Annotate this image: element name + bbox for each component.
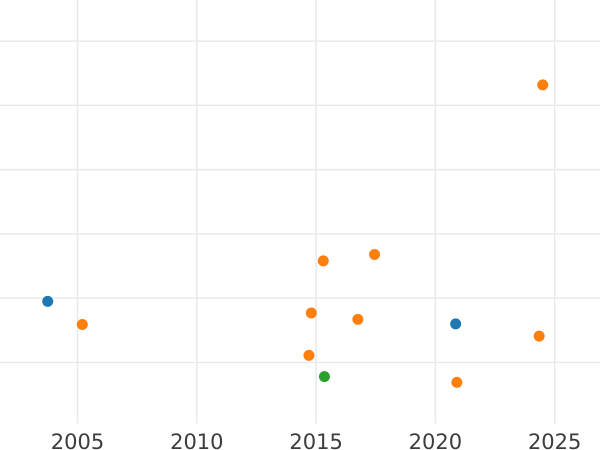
- orange-series-point: [352, 313, 364, 325]
- blue-series-point: [450, 318, 462, 330]
- orange-series-point: [451, 376, 463, 388]
- orange-series-point: [76, 319, 88, 331]
- blue-series-point: [42, 295, 54, 307]
- orange-series-point: [305, 307, 317, 319]
- x-tick-label: 2025: [528, 430, 581, 450]
- orange-series-point: [369, 248, 381, 260]
- x-tick-label: 2005: [51, 430, 104, 450]
- orange-series-point: [533, 330, 545, 342]
- x-tick-label: 2015: [289, 430, 342, 450]
- orange-series-point: [303, 349, 315, 361]
- x-tick-label: 2020: [409, 430, 462, 450]
- orange-series-point: [317, 255, 329, 267]
- green-series-point: [318, 371, 330, 383]
- orange-series-point: [537, 79, 549, 91]
- x-tick-label: 2010: [170, 430, 223, 450]
